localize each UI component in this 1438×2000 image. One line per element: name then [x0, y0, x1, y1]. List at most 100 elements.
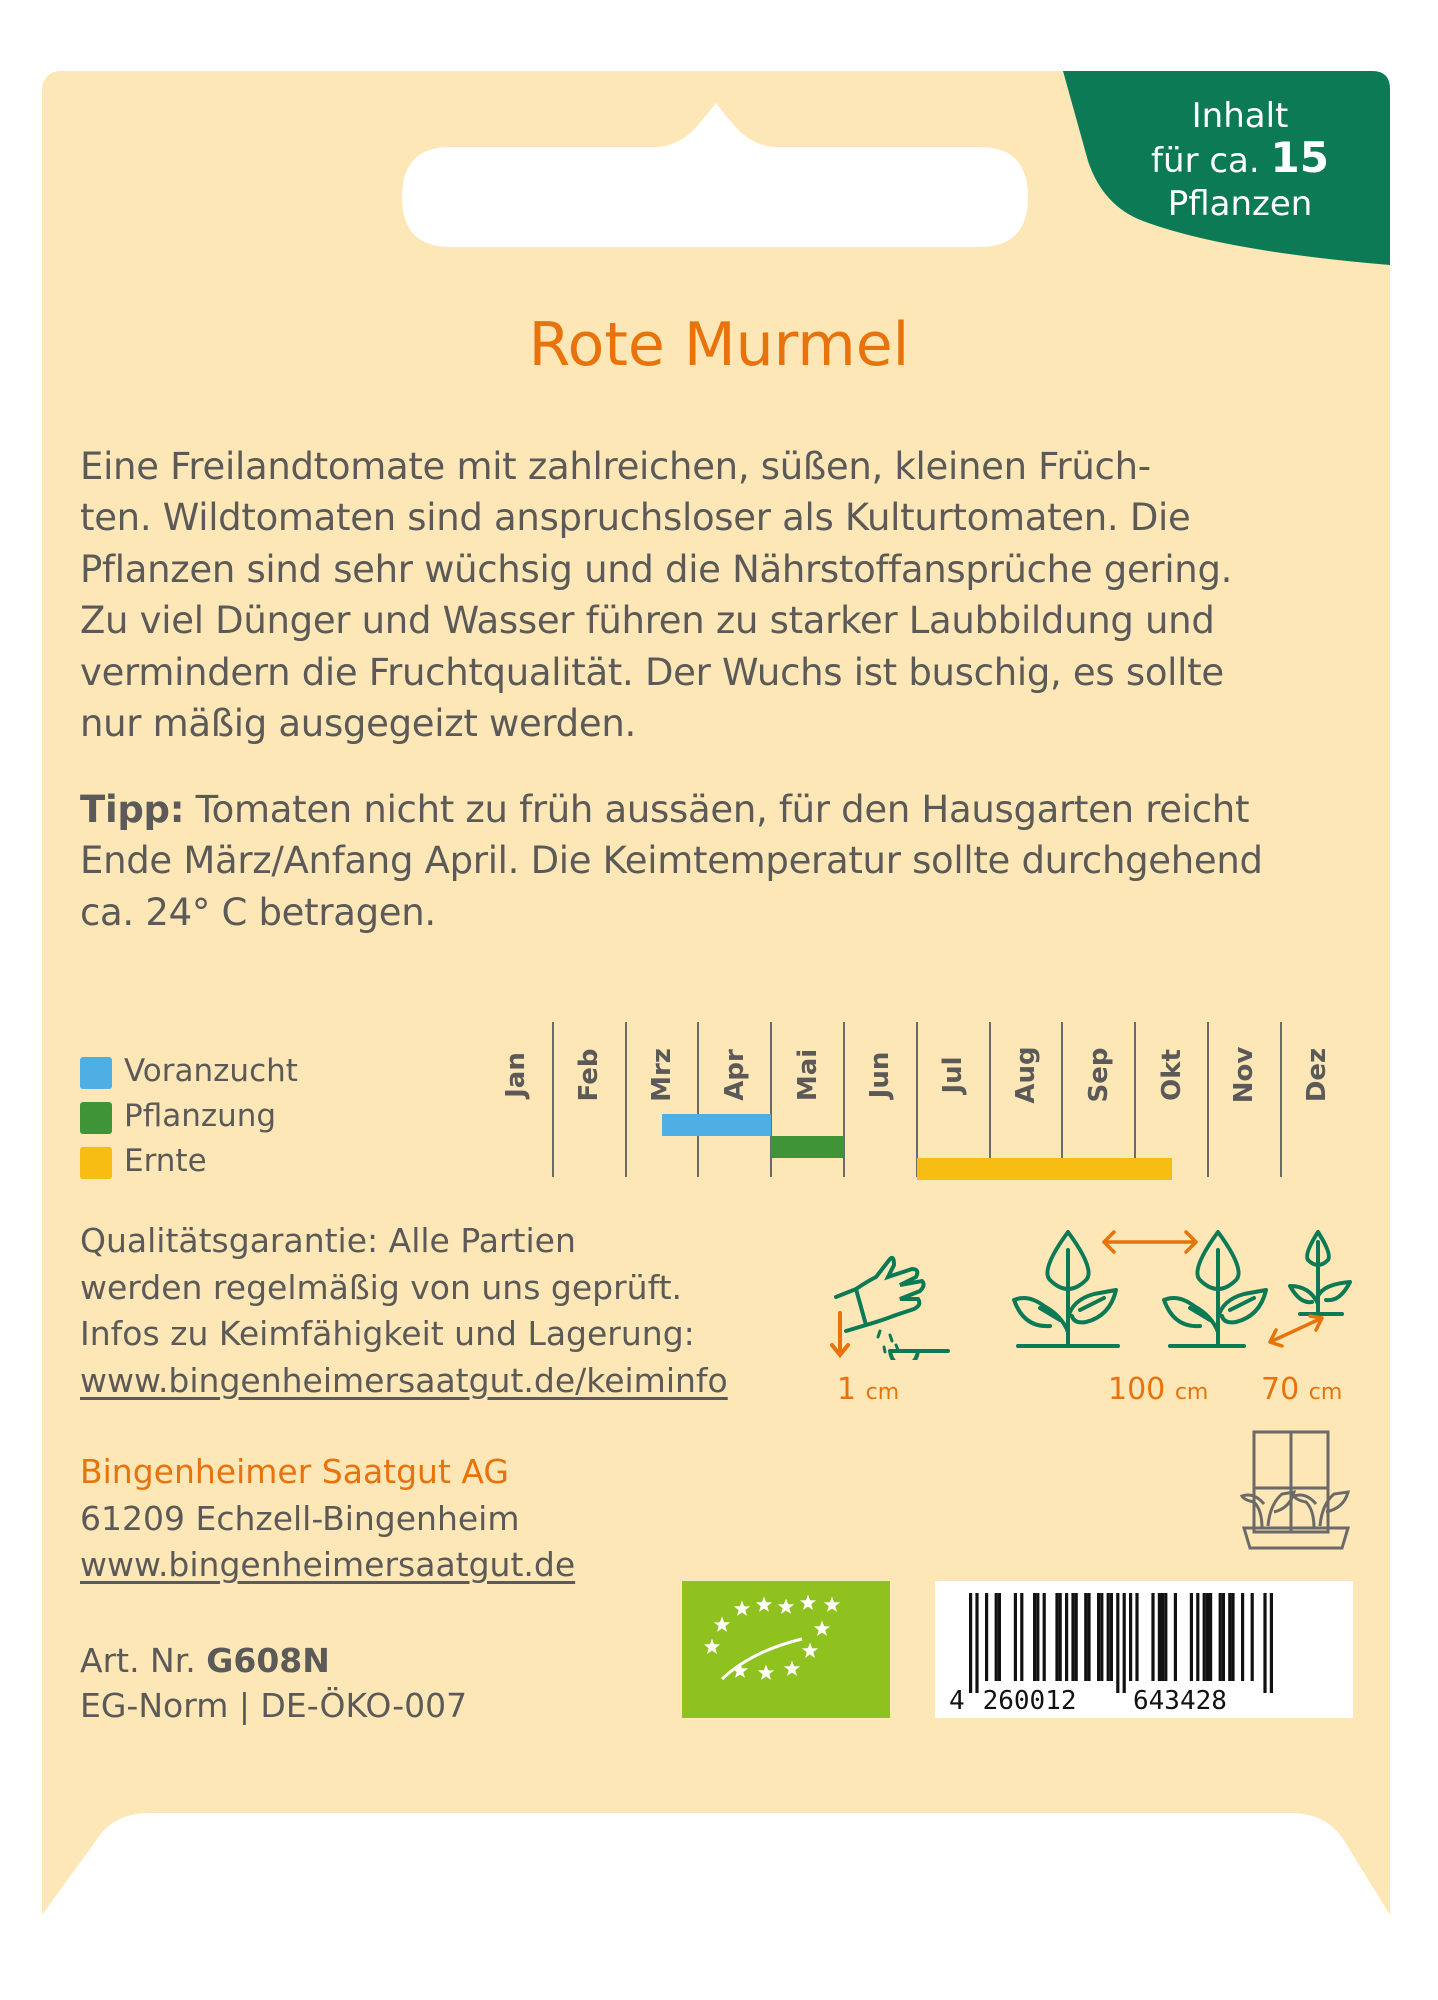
star-icon [757, 1664, 775, 1680]
description-line: Zu viel Dünger und Wasser führen zu star… [80, 599, 1215, 643]
legend-label: Voranzucht [124, 1053, 298, 1089]
star-icon [823, 1596, 841, 1612]
month-divider [624, 1022, 627, 1177]
barcode-bar [1020, 1593, 1024, 1681]
legend-swatch [80, 1147, 112, 1179]
barcode-bar [1135, 1593, 1139, 1681]
barcode-digits: 260012 [983, 1686, 1077, 1716]
star-icon [755, 1596, 773, 1612]
depth-label: 1 cm [837, 1372, 900, 1407]
tip-text: ca. 24° C betragen. [80, 890, 436, 934]
month-divider [1061, 1022, 1064, 1177]
barcode-digits: 4 [949, 1686, 965, 1716]
barcode-bar [1161, 1593, 1165, 1681]
badge-count: 15 [1270, 133, 1329, 182]
content-badge [1063, 71, 1390, 265]
quality-line: Infos zu Keimfähigkeit und Lagerung: [80, 1314, 695, 1353]
barcode-bar [1263, 1593, 1267, 1693]
barcode-bar [1106, 1593, 1110, 1681]
barcode-bar [1228, 1593, 1232, 1681]
legend-label: Ernte [124, 1143, 207, 1179]
star-icon [801, 1642, 819, 1658]
barcode-bar [1036, 1593, 1040, 1681]
month-label: Okt [1156, 1049, 1187, 1101]
barcode-bar [969, 1593, 973, 1693]
plant-spacing-icon [1012, 1230, 1352, 1348]
month-label: Jun [865, 1051, 896, 1099]
star-icon [713, 1616, 731, 1632]
month-divider [551, 1022, 554, 1177]
month-divider [1207, 1022, 1209, 1177]
barcode-bar [1218, 1593, 1222, 1681]
barcode-bar [1100, 1593, 1104, 1681]
barcode-bar [1116, 1593, 1120, 1693]
description-line: Eine Freilandtomate mit zahlreichen, süß… [80, 445, 1151, 488]
barcode-bar [1196, 1593, 1200, 1681]
product-title: Rote Murmel [528, 310, 910, 380]
barcode-bar [1071, 1593, 1075, 1681]
window-box-icon [1240, 1430, 1351, 1550]
barcode-bar [1122, 1593, 1126, 1693]
barcode-bar [1157, 1593, 1161, 1681]
company-name: Bingenheimer Saatgut AG [80, 1452, 509, 1491]
company-website-link[interactable]: www.bingenheimersaatgut.de [80, 1545, 576, 1584]
barcode-bar [1129, 1593, 1133, 1681]
barcode-bar [1058, 1593, 1062, 1681]
barcode-bar [975, 1593, 979, 1693]
barcode-bar [1209, 1593, 1213, 1681]
tip-line: Ende März/Anfang April. Die Keimtemperat… [80, 839, 1263, 882]
badge-line1: Inhalt [1191, 96, 1289, 136]
tip-label: Tipp: [80, 788, 185, 831]
barcode-bar [1033, 1593, 1037, 1681]
plant-spacing-label: 70 cm [1261, 1372, 1343, 1407]
month-label: Mrz [647, 1048, 677, 1102]
tip-text: Tomaten nicht zu früh aussäen, für den H… [184, 788, 1250, 831]
quality-line: werden regelmäßig von uns geprüft. [80, 1267, 683, 1307]
barcode-bar [1087, 1593, 1091, 1681]
barcode-digits: 643428 [1133, 1686, 1227, 1716]
barcode-bar [1042, 1593, 1046, 1681]
badge-line3: Pflanzen [1167, 184, 1313, 224]
company-address: 61209 Echzell-Bingenheim [80, 1499, 520, 1538]
month-label: Mai [792, 1048, 823, 1102]
tip-text: Ende März/Anfang April. Die Keimtemperat… [80, 839, 1263, 883]
description-line: ten. Wildtomaten sind anspruchsloser als… [80, 496, 1191, 540]
barcode-bar [1189, 1593, 1193, 1681]
eg-norm: EG-Norm | DE-ÖKO-007 [80, 1686, 468, 1725]
barcode-bar [1084, 1593, 1088, 1681]
barcode-bar [1151, 1593, 1155, 1681]
star-icon [731, 1662, 749, 1678]
tip-line: ca. 24° C betragen. [80, 891, 436, 934]
badge-line2: für ca. 15 [1120, 136, 1360, 183]
barcode-bar [985, 1593, 989, 1681]
barcode-bar [1241, 1593, 1245, 1681]
month-divider [1279, 1022, 1282, 1177]
tip-line: Tipp: Tomaten nicht zu früh aussäen, für… [80, 788, 1249, 831]
barcode-bar [1250, 1593, 1254, 1681]
barcode-bar [997, 1593, 1001, 1681]
month-label: Jul [938, 1056, 969, 1094]
month-label: Apr [719, 1049, 750, 1101]
description-line: nur mäßig ausgegeizt werden. [80, 702, 636, 745]
month-divider [988, 1022, 991, 1177]
calendar-bar-ernte [916, 1158, 1172, 1180]
barcode-bar [1055, 1593, 1059, 1681]
barcode-bar [1013, 1593, 1017, 1681]
month-label: Jan [501, 1052, 532, 1098]
calendar-bar-voranzucht [662, 1114, 772, 1136]
month-divider [1134, 1022, 1137, 1177]
month-divider [770, 1022, 773, 1177]
star-icon [703, 1638, 721, 1654]
legend-swatch [80, 1057, 112, 1089]
badge-prefix: für ca. [1151, 141, 1260, 181]
barcode: 4 260012 643428 [935, 1581, 1353, 1718]
description-line: vermindern die Fruchtqualität. Der Wuchs… [80, 650, 1224, 694]
calendar-bar-pflanzung [771, 1136, 844, 1158]
keiminfo-link[interactable]: www.bingenheimersaatgut.de/keiminfo [80, 1360, 728, 1400]
packet-cutout [42, 1813, 1390, 2000]
star-icon [777, 1598, 795, 1614]
barcode-bar [1221, 1593, 1225, 1681]
quality-line: Qualitätsgarantie: Alle Partien [80, 1221, 576, 1260]
article-number: Art. Nr. G608N [80, 1641, 330, 1680]
month-label: Nov [1229, 1046, 1260, 1104]
